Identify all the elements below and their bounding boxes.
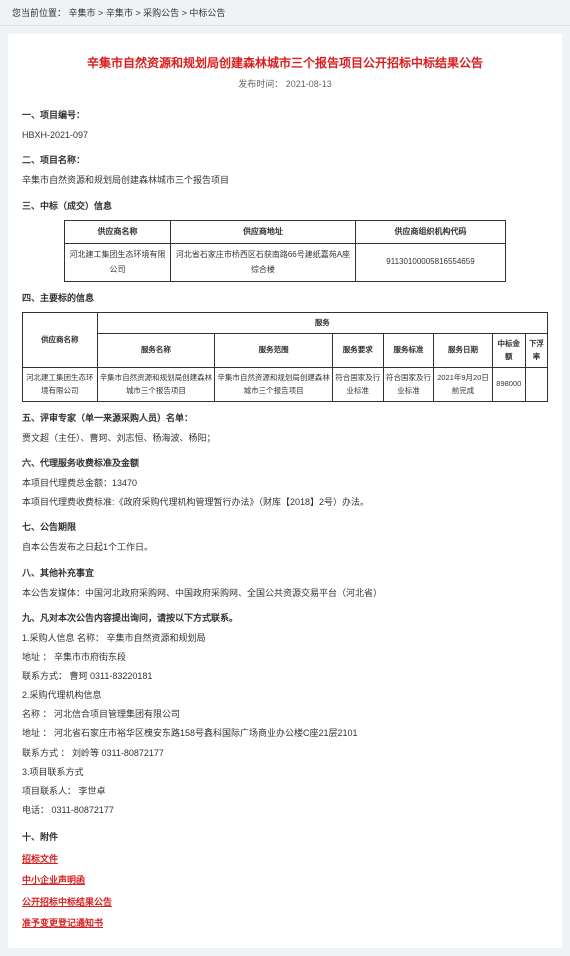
t1-c2: 91130100005816554659 (356, 244, 506, 282)
s9-l9: 项目联系人： 李世卓 (22, 783, 548, 800)
s8-value: 本公告发媒体：中国河北政府采购网、中国政府采购网、全国公共资源交易平台（河北省） (22, 585, 548, 602)
table-row: 河北建工集团生态环境有限公司 辛集市自然资源和规划局创建森林城市三个报告项目 辛… (23, 367, 548, 401)
service-table: 供应商名称 服务 服务名称 服务范围 服务要求 服务标准 服务日期 中标金额 下… (22, 312, 548, 402)
t1-c0: 河北建工集团生态环境有限公司 (65, 244, 171, 282)
t2-c4: 符合国家及行业标准 (383, 367, 434, 401)
t1-h1: 供应商地址 (170, 220, 355, 243)
publish-time: 发布时间： 2021-08-13 (22, 77, 548, 99)
s9-l2: 地址 ： 辛集市市府街东段 (22, 649, 548, 666)
page-container: 您当前位置： 辛集市 > 辛集市 > 采购公告 > 中标公告 辛集市自然资源和规… (0, 0, 570, 948)
t1-c1: 河北省石家庄市桥西区石获南路66号建纸嘉苑A座综合楼 (170, 244, 355, 282)
attachment-link-0[interactable]: 招标文件 (22, 851, 548, 867)
attachment-link-2[interactable]: 公开招标中标结果公告 (22, 894, 548, 910)
t2-c6: 898000 (492, 367, 525, 401)
breadcrumb-item-3[interactable]: 中标公告 (189, 8, 225, 18)
publish-time-value: 2021-08-13 (286, 79, 332, 89)
s7-heading: 七、公告期限 (22, 519, 548, 535)
s6-line2: 本项目代理费收费标准:《政府采购代理机构管理暂行办法》（财库【2018】2号）办… (22, 494, 548, 511)
s5-heading: 五、评审专家（单一来源采购人员）名单： (22, 410, 548, 426)
table-row: 供应商名称 供应商地址 供应商组织机构代码 (65, 220, 506, 243)
t1-h0: 供应商名称 (65, 220, 171, 243)
s2-value: 辛集市自然资源和规划局创建森林城市三个报告项目 (22, 172, 548, 189)
s1-value: HBXH-2021-097 (22, 127, 548, 144)
notice-title: 辛集市自然资源和规划局创建森林城市三个报告项目公开招标中标结果公告 (22, 46, 548, 77)
t2-c1: 辛集市自然资源和规划局创建森林城市三个报告项目 (97, 367, 215, 401)
breadcrumb-prefix: 您当前位置： (12, 8, 66, 18)
breadcrumb-item-1[interactable]: 辛集市 (106, 8, 133, 18)
s9-l5: 名称 ： 河北信合项目管理集团有限公司 (22, 706, 548, 723)
content-card: 辛集市自然资源和规划局创建森林城市三个报告项目公开招标中标结果公告 发布时间： … (8, 34, 562, 948)
s9-l4: 2.采购代理机构信息 (22, 687, 548, 704)
attachment-link-3[interactable]: 准予变更登记通知书 (22, 915, 548, 931)
s6-heading: 六、代理服务收费标准及金额 (22, 455, 548, 471)
t2-c2: 辛集市自然资源和规划局创建森林城市三个报告项目 (215, 367, 333, 401)
t2-h6: 中标金额 (492, 333, 525, 367)
s9-l7: 联系方式 ： 刘岭等 0311-80872177 (22, 745, 548, 762)
s7-value: 自本公告发布之日起1个工作日。 (22, 539, 548, 556)
t1-h2: 供应商组织机构代码 (356, 220, 506, 243)
s9-l3: 联系方式： 曹珂 0311-83220181 (22, 668, 548, 685)
attachments-section: 十、附件 招标文件 中小企业声明函 公开招标中标结果公告 准予变更登记通知书 (22, 829, 548, 931)
t2-c3: 符合国家及行业标准 (332, 367, 383, 401)
t2-h0: 供应商名称 (23, 313, 98, 368)
s9-heading: 九、凡对本次公告内容提出询问，请按以下方式联系。 (22, 610, 548, 626)
s2-heading: 二、项目名称： (22, 152, 548, 168)
t2-h4: 服务标准 (383, 333, 434, 367)
t2-c0: 河北建工集团生态环境有限公司 (23, 367, 98, 401)
s6-line1: 本项目代理费总金额：13470 (22, 475, 548, 492)
s9-l1: 1.采购人信息 名称： 辛集市自然资源和规划局 (22, 630, 548, 647)
breadcrumb: 您当前位置： 辛集市 > 辛集市 > 采购公告 > 中标公告 (0, 0, 570, 26)
t2-c7 (525, 367, 547, 401)
breadcrumb-item-2[interactable]: 采购公告 (143, 8, 179, 18)
publish-time-label: 发布时间： (238, 79, 283, 89)
t2-service-header: 服务 (97, 313, 547, 334)
table-row: 供应商名称 服务 (23, 313, 548, 334)
t2-h2: 服务范围 (215, 333, 333, 367)
s9-l10: 电话： 0311-80872177 (22, 802, 548, 819)
supplier-table: 供应商名称 供应商地址 供应商组织机构代码 河北建工集团生态环境有限公司 河北省… (64, 220, 506, 282)
breadcrumb-item-0[interactable]: 辛集市 (69, 8, 96, 18)
attachment-link-1[interactable]: 中小企业声明函 (22, 872, 548, 888)
table-row: 服务名称 服务范围 服务要求 服务标准 服务日期 中标金额 下浮率 (23, 333, 548, 367)
t2-c5: 2021年9月20日前完成 (434, 367, 492, 401)
s1-heading: 一、项目编号： (22, 107, 548, 123)
t2-h7: 下浮率 (525, 333, 547, 367)
s9-l6: 地址 ： 河北省石家庄市裕华区槐安东路158号鑫科国际广场商业办公楼C座21层2… (22, 725, 548, 742)
t2-h5: 服务日期 (434, 333, 492, 367)
t2-h3: 服务要求 (332, 333, 383, 367)
s8-heading: 八、其他补充事宜 (22, 565, 548, 581)
s4-heading: 四、主要标的信息 (22, 290, 548, 306)
s9-l8: 3.项目联系方式 (22, 764, 548, 781)
t2-h1: 服务名称 (97, 333, 215, 367)
s3-heading: 三、中标（成交）信息 (22, 198, 548, 214)
s5-value: 贾文超（主任）、曹珂、刘志恒、杨海波、杨阳； (22, 430, 548, 447)
attachments-heading: 十、附件 (22, 829, 548, 845)
table-row: 河北建工集团生态环境有限公司 河北省石家庄市桥西区石获南路66号建纸嘉苑A座综合… (65, 244, 506, 282)
